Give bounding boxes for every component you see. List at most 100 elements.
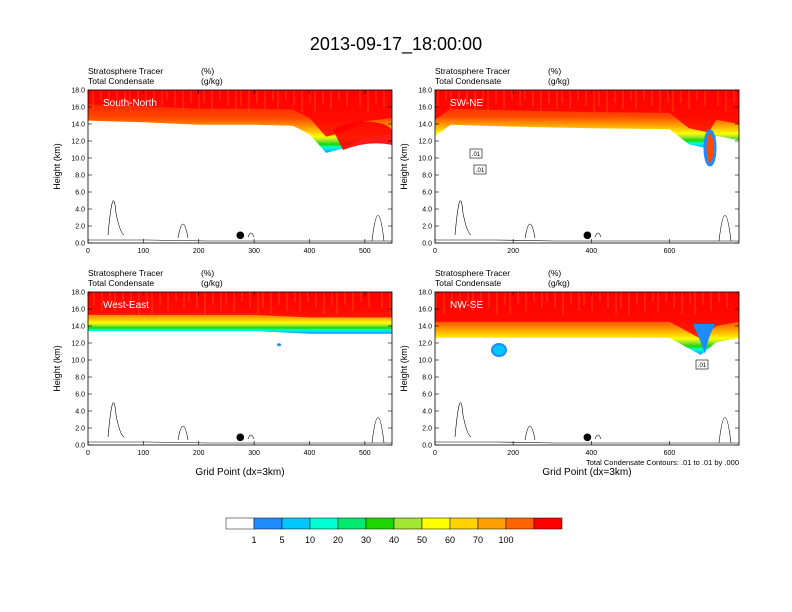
location-marker (236, 433, 245, 442)
condensate-contour (247, 232, 255, 238)
condensate-contour (454, 402, 472, 438)
y-tick-label: 18.0 (71, 290, 85, 297)
colorbar-swatch (309, 517, 339, 530)
location-marker (583, 231, 592, 240)
tracer-intrusion (703, 129, 717, 167)
colorbar-label: 60 (445, 535, 455, 545)
x-tick-label: 500 (359, 450, 371, 457)
tracer-max-band (88, 90, 392, 137)
y-tick-label: 12.0 (418, 341, 432, 348)
header-condensate: Total Condensate (435, 278, 501, 288)
figure-title: 2013-09-17_18:00:00 (310, 34, 482, 55)
x-tick-label: 200 (193, 248, 205, 255)
x-tick-label: 300 (248, 450, 260, 457)
terrain-contour (435, 239, 739, 242)
terrain-contour (435, 441, 739, 444)
colorbar-label: 10 (305, 535, 315, 545)
header-tracer: Stratosphere Tracer (88, 268, 163, 278)
header-tracer-units: (%) (201, 66, 214, 76)
colorbar-swatch (449, 517, 479, 530)
x-tick-label: 500 (359, 248, 371, 255)
panel-label: NW-SE (450, 300, 483, 311)
panel-label: SW-NE (450, 98, 483, 109)
y-tick-label: 8.0 (422, 375, 432, 382)
condensate-contour (524, 425, 536, 441)
y-tick-label: 18.0 (418, 88, 432, 95)
x-tick-label: 400 (585, 450, 597, 457)
x-tick-label: 0 (86, 248, 90, 255)
plot-area: .01 .01 (435, 90, 739, 243)
x-tick-label: 200 (507, 450, 519, 457)
plot-frame (434, 89, 740, 244)
header-tracer: Stratosphere Tracer (435, 268, 510, 278)
y-tick-label: 4.0 (75, 207, 85, 214)
condensate-contour (177, 223, 189, 239)
x-axis-label: Grid Point (dx=3km) (195, 467, 284, 478)
colorbar-label: 100 (498, 535, 513, 545)
condensate-contour (177, 425, 189, 441)
header-tracer-units: (%) (201, 268, 214, 278)
y-tick-label: 16.0 (71, 307, 85, 314)
contour-label-box (473, 164, 487, 175)
panel-label: West-East (103, 300, 149, 311)
x-tick-label: 100 (138, 248, 150, 255)
header-condensate: Total Condensate (88, 278, 154, 288)
plot-area: .01 (435, 292, 739, 445)
condensate-contour (594, 434, 602, 440)
tracer-intrusion (693, 324, 715, 354)
condensate-contour (107, 200, 125, 236)
plot-frame (87, 89, 393, 244)
header-condensate-units: (g/kg) (201, 76, 223, 86)
y-tick-label: 0.0 (75, 443, 85, 450)
y-tick-label: 0.0 (422, 241, 432, 248)
contour-label: .01 (476, 168, 485, 174)
y-tick-label: 16.0 (418, 307, 432, 314)
y-tick-label: 6.0 (422, 392, 432, 399)
y-tick-label: 2.0 (422, 426, 432, 433)
condensate-contour (247, 434, 255, 440)
x-tick-label: 600 (664, 248, 676, 255)
plot-frame (87, 291, 393, 446)
header-tracer-units: (%) (548, 268, 561, 278)
y-tick-label: 10.0 (71, 156, 85, 163)
y-tick-label: 6.0 (75, 190, 85, 197)
colorbar-swatch (281, 517, 311, 530)
colorbar-swatch (393, 517, 423, 530)
plot-frame (434, 291, 740, 446)
colorbar-swatch (253, 517, 283, 530)
condensate-contour (454, 200, 472, 236)
x-tick-label: 0 (433, 248, 437, 255)
y-tick-label: 0.0 (422, 443, 432, 450)
plot-area (88, 292, 392, 445)
tracer-max-band (435, 90, 739, 133)
colorbar-swatch (533, 517, 563, 530)
colorbar-label: 1 (251, 535, 256, 545)
y-axis-label: Height (km) (399, 143, 409, 190)
contour-label: .01 (698, 363, 707, 369)
colorbar-label: 5 (279, 535, 284, 545)
tracer-blob (491, 343, 507, 357)
location-marker (236, 231, 245, 240)
panel-label: South-North (103, 98, 157, 109)
y-tick-label: 10.0 (71, 358, 85, 365)
condensate-contour (594, 232, 602, 238)
y-axis-label: Height (km) (52, 143, 62, 190)
y-tick-label: 12.0 (71, 341, 85, 348)
colorbar-label: 30 (361, 535, 371, 545)
y-tick-label: 18.0 (418, 290, 432, 297)
x-tick-label: 400 (304, 248, 316, 255)
colorbar-label: 70 (473, 535, 483, 545)
y-tick-label: 4.0 (422, 207, 432, 214)
y-tick-label: 18.0 (71, 88, 85, 95)
condensate-contour (524, 223, 536, 239)
x-tick-label: 100 (138, 450, 150, 457)
contour-label-box (695, 359, 709, 370)
y-tick-label: 12.0 (418, 139, 432, 146)
y-tick-label: 16.0 (71, 105, 85, 112)
y-tick-label: 10.0 (418, 156, 432, 163)
plot-area (88, 90, 392, 243)
